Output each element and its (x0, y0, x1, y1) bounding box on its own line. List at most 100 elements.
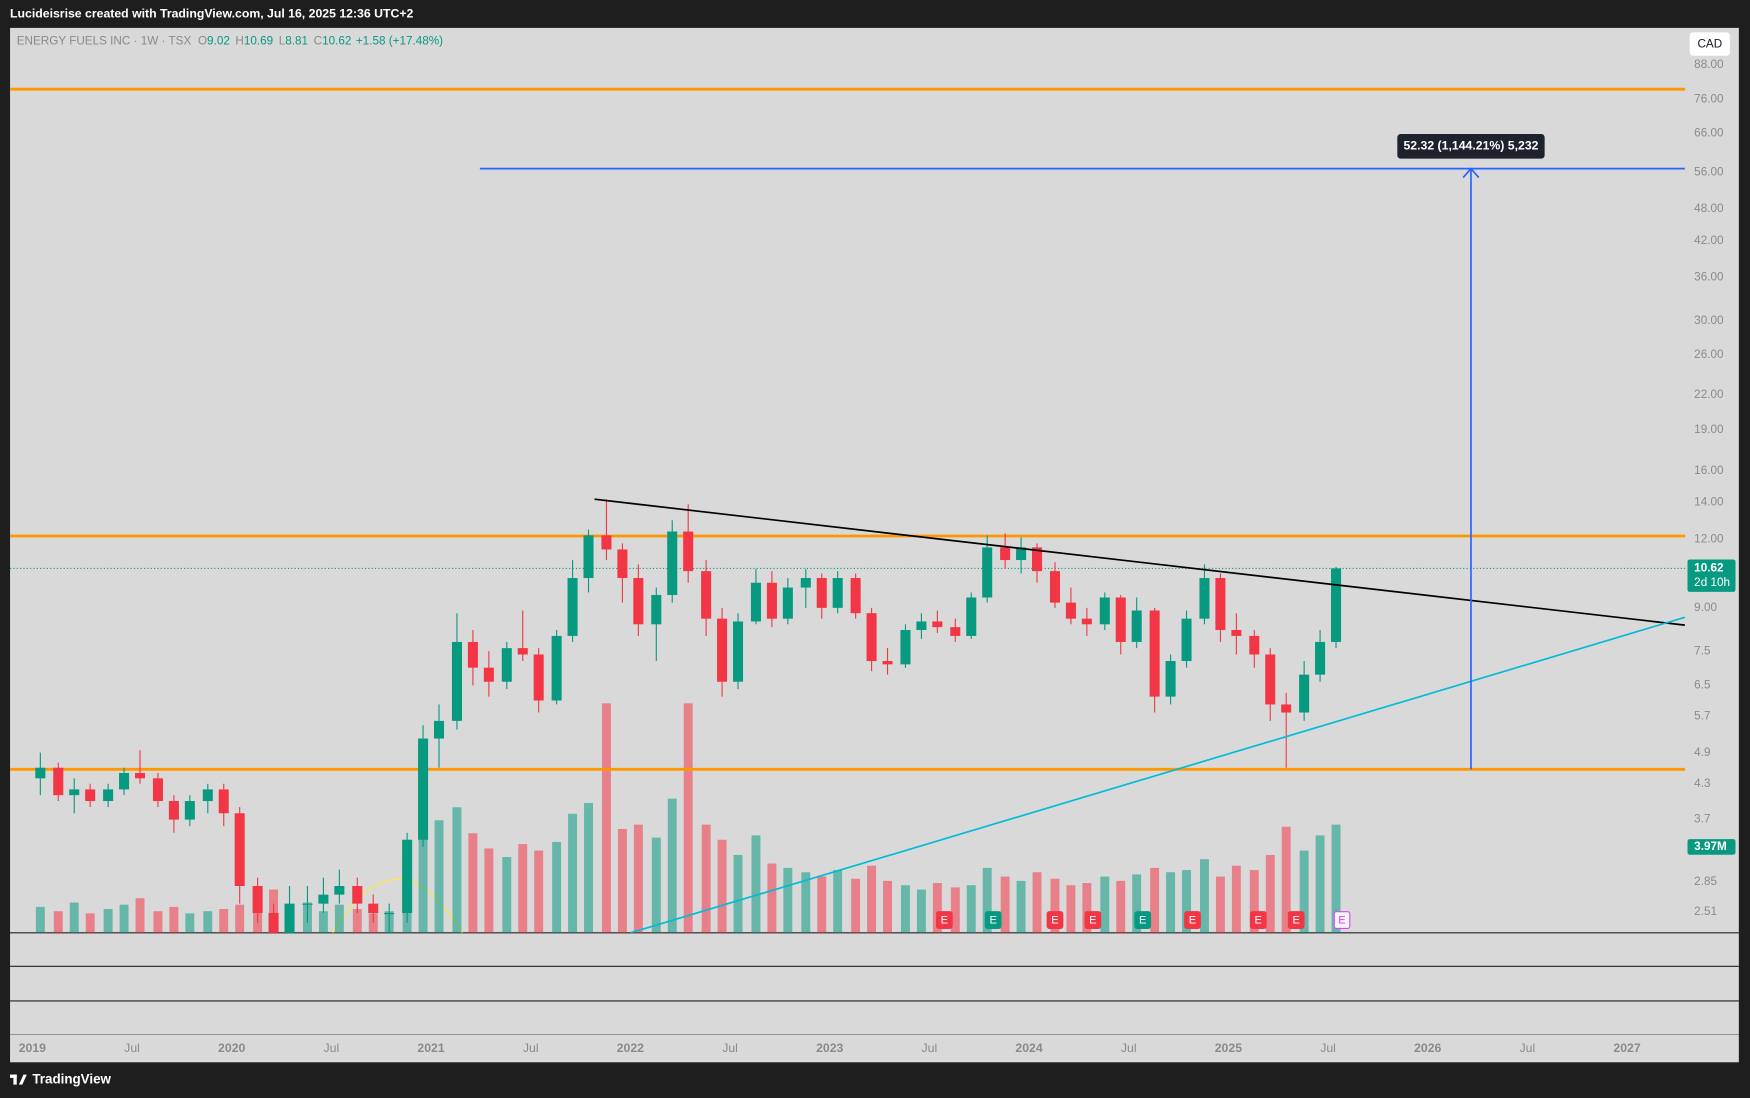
candle-body (551, 635, 562, 701)
legend-field-name: O (198, 34, 207, 47)
volume-bar (701, 824, 711, 933)
currency-button[interactable] (1689, 32, 1730, 56)
candle-body (1199, 578, 1210, 619)
legend-field-name: C (314, 34, 322, 47)
overlay: 52.32 (1,144.21%) 5,232 E E E E E E E E E 88.00 76.… (17, 32, 1736, 1055)
y-tick-label: 22.00 (1694, 388, 1724, 401)
candle-body (517, 648, 528, 655)
candle-body (1315, 641, 1326, 675)
x-tick-label: Jul (1320, 1041, 1336, 1055)
candle-body (916, 621, 927, 631)
legend-field-name: L (279, 34, 286, 47)
earnings-badge (1333, 911, 1351, 929)
candle-body (850, 578, 861, 614)
measure-label: 52.32 (1,144.21%) 5,232 (1403, 139, 1538, 153)
y-tick-label: 48.00 (1694, 202, 1724, 215)
candle-body (284, 903, 295, 933)
volume-bar (418, 835, 428, 933)
candle-body (750, 582, 761, 622)
volume-bar (534, 850, 544, 933)
volume-bar (1299, 850, 1309, 933)
candle-body (202, 789, 213, 802)
volume-bar (452, 807, 462, 933)
volume-bar (932, 883, 942, 933)
volume-bar (633, 824, 643, 933)
candle-body (950, 627, 961, 636)
x-tick-label: 2024 (1015, 1041, 1042, 1055)
candle-body (1165, 661, 1176, 697)
candle-body (866, 613, 877, 662)
footer: TradingView (10, 1072, 112, 1087)
volume-bar (352, 909, 362, 933)
volume-bar (169, 906, 179, 933)
legend-change: +1.58 (+17.48%) (356, 34, 443, 47)
candle-body (69, 789, 80, 796)
candle-body (1299, 674, 1310, 713)
candle-body (1099, 597, 1110, 625)
candle-body (966, 597, 977, 636)
price-pane (10, 87, 1686, 933)
legend-field-value: 10.62 (322, 34, 351, 47)
candle-body (467, 641, 478, 668)
candle-body (1215, 578, 1226, 631)
volume-label: 3.97M (1694, 840, 1727, 853)
volume-bar (733, 854, 743, 933)
candle-body (402, 839, 413, 913)
volume-bar (368, 913, 378, 933)
volume-bar (883, 880, 892, 933)
volume-bar (518, 844, 528, 933)
candle-body (218, 789, 229, 814)
earnings-label: E (941, 915, 948, 927)
candle-body (567, 578, 578, 636)
volume-bar (69, 902, 79, 933)
x-tick-label: Jul (324, 1041, 340, 1055)
candle-body (1249, 635, 1260, 655)
y-tick-label: 76.00 (1694, 93, 1724, 106)
logo-part (13, 1074, 17, 1085)
volume-bar (235, 904, 245, 933)
y-tick-label: 5.7 (1694, 710, 1710, 723)
earnings-label: E (1189, 915, 1196, 927)
trendline (630, 616, 1686, 933)
volume-bar (900, 885, 910, 933)
candle-body (683, 531, 694, 572)
x-tick-label: 2020 (218, 1041, 245, 1055)
candle-body (816, 578, 827, 608)
earnings-label: E (1139, 915, 1146, 927)
candle-body (418, 738, 429, 840)
y-tick-label: 7.5 (1694, 644, 1711, 657)
volume-bar (1315, 835, 1325, 933)
volume-bar (867, 865, 877, 933)
candle-body (1331, 568, 1342, 642)
volume-label-box (1687, 839, 1736, 855)
x-tick-label: 2021 (417, 1041, 444, 1055)
x-tick-label: 2025 (1215, 1041, 1242, 1055)
volume-bar (53, 911, 63, 933)
volume-bar (135, 898, 145, 933)
candle-body (701, 571, 712, 619)
x-tick-label: 2022 (617, 1041, 644, 1055)
candle-body (302, 903, 313, 905)
x-tick-label: Jul (1121, 1041, 1137, 1055)
earnings-badge (1046, 911, 1064, 929)
candle-body (1016, 547, 1027, 561)
volume-bar (103, 909, 113, 933)
y-tick-label: 2.51 (1694, 905, 1717, 918)
volume-bar (667, 798, 677, 933)
candle-body (1081, 618, 1092, 625)
candle-body (433, 720, 445, 739)
candle-body (1231, 630, 1242, 636)
volume-bar (1016, 880, 1026, 933)
volume-bar (219, 909, 229, 933)
earnings-label: E (1292, 915, 1299, 927)
volume-bar (683, 703, 693, 933)
last-price-label: 10.62 (1694, 562, 1724, 575)
candle-body (982, 547, 993, 598)
currency-label: CAD (1697, 38, 1722, 51)
candle-body (119, 772, 130, 790)
candle-body (384, 912, 395, 915)
volume-bar (1166, 872, 1176, 933)
candle-body (932, 621, 943, 628)
earnings-badge (984, 911, 1002, 929)
